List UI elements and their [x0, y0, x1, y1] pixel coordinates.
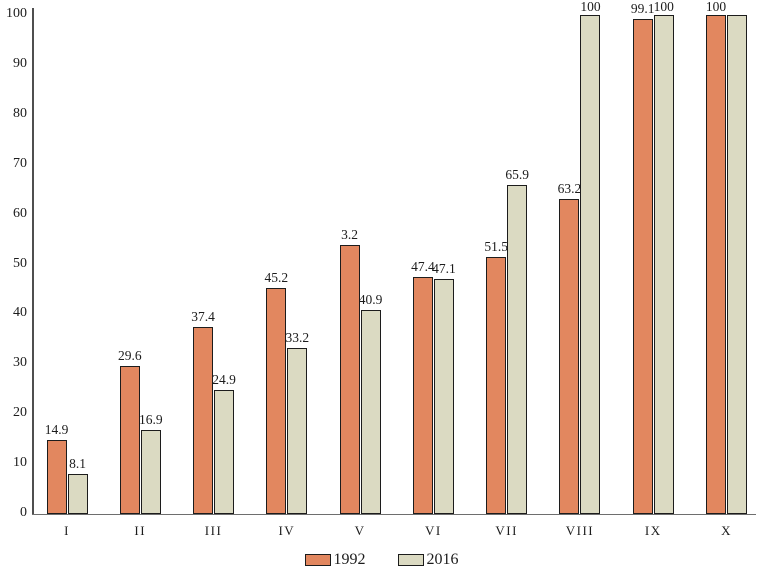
y-axis: [32, 8, 34, 515]
legend-item-2016: 2016: [397, 551, 459, 569]
x-category-label-IX: IX: [644, 523, 662, 538]
bar-2016-II: [140, 429, 161, 514]
x-category-label-II: II: [134, 523, 147, 538]
y-tick-label: 40: [13, 305, 27, 321]
x-category-label-V: V: [354, 523, 366, 538]
y-tick-label: 50: [13, 255, 27, 271]
bar-1992-V: [339, 245, 360, 514]
legend-swatch-1992: [304, 554, 331, 566]
value-label-2016-I: 8.1: [69, 455, 86, 471]
value-label-1992-V: 3.2: [341, 227, 359, 243]
x-axis: [32, 513, 756, 515]
legend-item-1992: 1992: [304, 551, 366, 569]
value-label-1992-I: 14.9: [44, 421, 69, 437]
bar-1992-IX: [632, 19, 653, 514]
legend-label-2016: 2016: [426, 551, 459, 568]
value-label-2016-IV: 33.2: [285, 330, 310, 346]
x-category-label-VIII: VIII: [565, 523, 595, 538]
bar-2016-VII: [507, 185, 528, 514]
value-label-2016-VII: 65.9: [505, 167, 529, 183]
y-tick-label: 30: [13, 355, 27, 371]
legend-swatch-2016: [397, 554, 424, 566]
value-label-1992-IV: 45.2: [264, 270, 289, 286]
value-label-2016-VIII: 100: [580, 0, 601, 14]
value-label-1992-II: 29.6: [117, 348, 142, 364]
value-label-2016-II: 16.9: [138, 411, 163, 427]
x-category-label-IV: IV: [278, 523, 296, 538]
value-label-2016-V: 40.9: [358, 291, 383, 307]
y-tick-label: 70: [13, 155, 27, 171]
y-tick-label: 80: [13, 105, 27, 121]
bar-1992-III: [193, 327, 214, 514]
value-label-2016-IX: 100: [653, 0, 674, 14]
value-label-1992-X: 100: [705, 0, 727, 14]
y-tick-label: 90: [13, 55, 27, 71]
bar-2016-IX: [653, 15, 674, 514]
bar-2016-V: [360, 309, 381, 514]
value-label-2016-III: 24.9: [212, 371, 236, 387]
x-category-label-VII: VII: [495, 523, 518, 538]
value-label-1992-III: 37.4: [191, 309, 215, 325]
y-tick-label: 0: [20, 505, 27, 520]
bar-1992-IV: [266, 288, 287, 514]
bar-2016-VI: [433, 278, 454, 514]
bar-2016-VIII: [580, 15, 601, 514]
value-label-1992-VIII: 63.2: [557, 180, 582, 196]
x-category-label-I: I: [64, 523, 70, 538]
bar-2016-I: [67, 473, 88, 514]
legend: 1992 2016: [0, 551, 763, 569]
x-category-label-X: X: [721, 523, 732, 538]
bar-1992-VI: [412, 277, 433, 514]
value-label-1992-VII: 51.5: [484, 239, 508, 254]
value-label-1992-IX: 99.1: [630, 1, 655, 17]
y-tick-label: 100: [6, 6, 27, 21]
legend-label-1992: 1992: [333, 551, 366, 568]
value-label-2016-VI: 47.1: [432, 260, 456, 276]
bar-1992-VIII: [559, 198, 580, 514]
x-category-label-VI: VI: [425, 523, 442, 538]
bar-2016-IV: [287, 348, 308, 514]
y-tick-label: 20: [13, 405, 27, 421]
value-label-1992-VI: 47.4: [411, 259, 435, 275]
y-tick-label: 60: [13, 205, 27, 221]
x-category-label-III: III: [204, 523, 223, 538]
bar-1992-VII: [486, 257, 507, 514]
y-tick-label: 10: [13, 455, 27, 471]
bar-2016-III: [214, 389, 235, 514]
bar-2016-X: [727, 15, 748, 514]
bar-1992-II: [119, 366, 140, 514]
bar-1992-I: [46, 439, 67, 514]
bar-1992-X: [706, 15, 727, 514]
